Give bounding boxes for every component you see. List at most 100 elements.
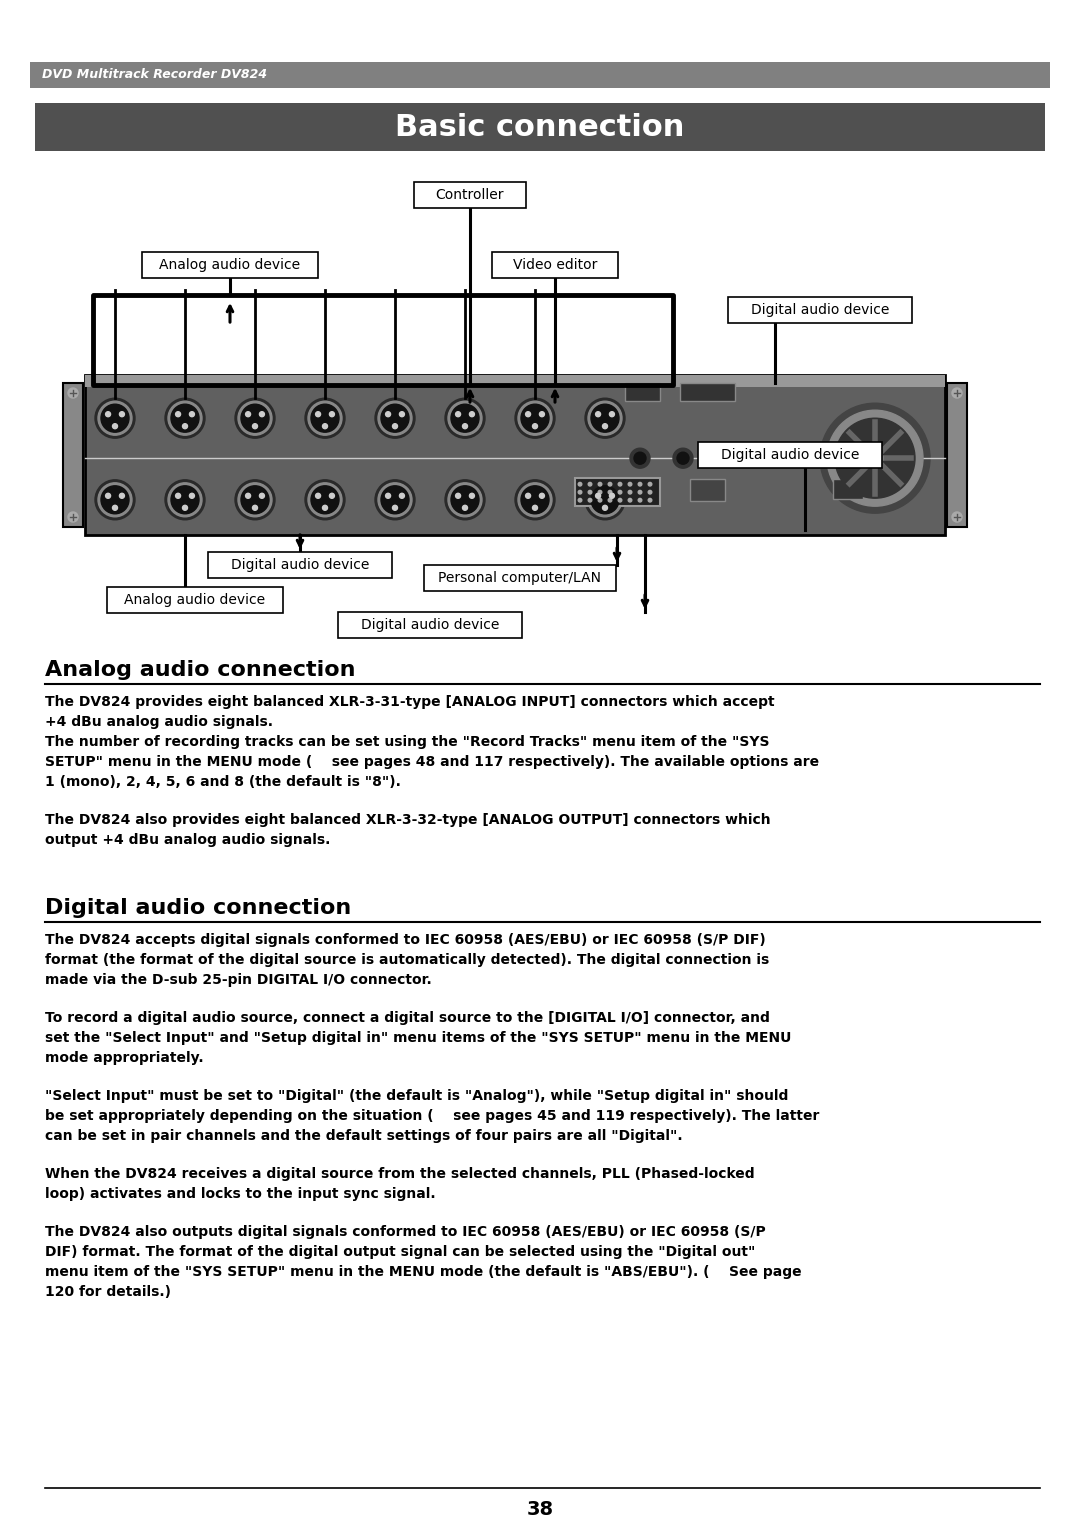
Text: The number of recording tracks can be set using the "Record Tracks" menu item of: The number of recording tracks can be se… [45, 735, 769, 749]
Circle shape [648, 490, 652, 494]
Circle shape [578, 483, 582, 486]
Bar [833, 478, 863, 500]
Circle shape [308, 402, 342, 435]
Circle shape [378, 483, 411, 516]
Circle shape [375, 480, 415, 520]
Bar [698, 442, 882, 468]
Circle shape [456, 494, 460, 498]
Text: 1 (mono), 2, 4, 5, 6 and 8 (the default is "8").: 1 (mono), 2, 4, 5, 6 and 8 (the default … [45, 775, 401, 788]
Circle shape [629, 483, 632, 486]
Circle shape [400, 411, 404, 417]
Text: The DV824 provides eight balanced XLR-3-31-type [ANALOG INPUT] connectors which : The DV824 provides eight balanced XLR-3-… [45, 695, 774, 709]
Text: format (the format of the digital source is automatically detected). The digital: format (the format of the digital source… [45, 953, 769, 967]
Circle shape [867, 451, 883, 466]
Circle shape [95, 399, 135, 439]
Circle shape [470, 494, 474, 498]
Circle shape [68, 512, 78, 523]
Circle shape [183, 506, 188, 510]
Circle shape [168, 402, 202, 435]
Circle shape [445, 480, 485, 520]
Circle shape [827, 410, 923, 506]
Circle shape [183, 423, 188, 429]
Circle shape [102, 486, 129, 513]
Circle shape [400, 494, 404, 498]
Circle shape [591, 405, 619, 432]
Circle shape [518, 483, 552, 516]
Circle shape [585, 480, 625, 520]
Bar [338, 613, 522, 639]
Text: When the DV824 receives a digital source from the selected channels, PLL (Phased: When the DV824 receives a digital source… [45, 1167, 755, 1181]
Circle shape [95, 480, 135, 520]
Circle shape [539, 494, 544, 498]
Circle shape [588, 483, 622, 516]
Text: mode appropriately.: mode appropriately. [45, 1051, 204, 1065]
Circle shape [951, 388, 962, 397]
Circle shape [598, 498, 602, 503]
Circle shape [112, 506, 118, 510]
Bar [491, 252, 618, 278]
Text: The DV824 accepts digital signals conformed to IEC 60958 (AES/EBU) or IEC 60958 : The DV824 accepts digital signals confor… [45, 934, 766, 947]
Circle shape [176, 411, 180, 417]
Bar [107, 587, 283, 613]
Circle shape [308, 483, 342, 516]
Text: be set appropriately depending on the situation (    see pages 45 and 119 respec: be set appropriately depending on the si… [45, 1109, 820, 1123]
Circle shape [951, 512, 962, 523]
Circle shape [98, 483, 132, 516]
Circle shape [305, 399, 345, 439]
Circle shape [595, 411, 600, 417]
Circle shape [470, 411, 474, 417]
Bar [63, 384, 83, 527]
Circle shape [323, 506, 327, 510]
Circle shape [189, 411, 194, 417]
Circle shape [609, 411, 615, 417]
Circle shape [820, 403, 930, 513]
Text: Video editor: Video editor [513, 258, 597, 272]
Circle shape [462, 423, 468, 429]
Circle shape [591, 486, 619, 513]
Circle shape [168, 483, 202, 516]
Circle shape [259, 494, 265, 498]
Circle shape [311, 405, 339, 432]
Text: can be set in pair channels and the default settings of four pairs are all "Digi: can be set in pair channels and the defa… [45, 1129, 683, 1143]
Text: menu item of the "SYS SETUP" menu in the MENU mode (the default is "ABS/EBU"). (: menu item of the "SYS SETUP" menu in the… [45, 1265, 801, 1279]
Circle shape [381, 405, 409, 432]
Bar [690, 478, 725, 501]
Circle shape [603, 423, 607, 429]
Circle shape [526, 494, 530, 498]
Circle shape [386, 411, 391, 417]
Text: Analog audio device: Analog audio device [160, 258, 300, 272]
Circle shape [448, 402, 482, 435]
Bar [414, 182, 526, 208]
Text: "Select Input" must be set to "Digital" (the default is "Analog"), while "Setup : "Select Input" must be set to "Digital" … [45, 1089, 788, 1103]
Circle shape [392, 506, 397, 510]
Circle shape [608, 498, 611, 503]
Circle shape [375, 399, 415, 439]
Circle shape [120, 494, 124, 498]
Text: SETUP" menu in the MENU mode (    see pages 48 and 117 respectively). The availa: SETUP" menu in the MENU mode ( see pages… [45, 755, 819, 769]
Circle shape [68, 388, 78, 397]
Circle shape [638, 483, 642, 486]
Circle shape [521, 486, 549, 513]
Text: The DV824 also provides eight balanced XLR-3-32-type [ANALOG OUTPUT] connectors : The DV824 also provides eight balanced X… [45, 813, 771, 827]
Circle shape [578, 498, 582, 503]
Circle shape [609, 494, 615, 498]
Text: Digital audio device: Digital audio device [751, 303, 889, 316]
Circle shape [165, 480, 205, 520]
Circle shape [253, 423, 257, 429]
Text: made via the D-sub 25-pin DIGITAL I/O connector.: made via the D-sub 25-pin DIGITAL I/O co… [45, 973, 432, 987]
Circle shape [578, 490, 582, 494]
Text: Personal computer/LAN: Personal computer/LAN [438, 571, 602, 585]
Circle shape [329, 411, 335, 417]
Circle shape [235, 399, 275, 439]
Circle shape [638, 490, 642, 494]
Circle shape [112, 423, 118, 429]
Bar [208, 552, 392, 578]
Circle shape [238, 402, 272, 435]
Circle shape [102, 405, 129, 432]
Circle shape [518, 402, 552, 435]
Bar [728, 296, 912, 322]
Circle shape [171, 486, 199, 513]
Circle shape [392, 423, 397, 429]
Text: Digital audio device: Digital audio device [720, 448, 860, 461]
Bar [424, 565, 616, 591]
